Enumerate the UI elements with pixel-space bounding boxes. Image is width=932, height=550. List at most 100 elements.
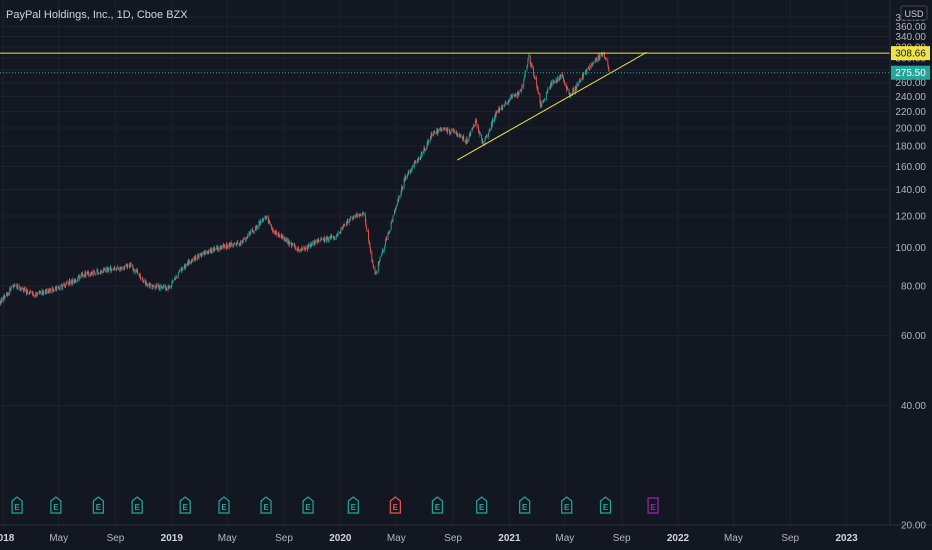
candle-body — [253, 231, 255, 233]
trendline[interactable] — [456, 51, 647, 161]
candle-body — [285, 240, 287, 242]
earnings-icon[interactable]: E — [561, 496, 573, 514]
candle-body — [303, 246, 305, 250]
candle-body — [200, 253, 202, 256]
candle-body — [381, 250, 383, 253]
candle-body — [578, 81, 580, 83]
candle-body — [560, 74, 562, 78]
candle-body — [256, 225, 258, 227]
candle-body — [61, 285, 63, 290]
candle-body — [605, 59, 607, 61]
earnings-icon[interactable]: E — [218, 496, 230, 514]
earnings-icon[interactable]: E — [92, 496, 104, 514]
currency-button[interactable]: USD — [900, 5, 928, 21]
earnings-icon[interactable]: E — [50, 496, 62, 514]
candle-body — [149, 283, 151, 288]
candle-body — [38, 291, 40, 294]
candle-body — [284, 237, 285, 240]
time-tick-label: 2018 — [0, 533, 15, 544]
candle-body — [413, 164, 415, 167]
candle-body — [352, 217, 354, 219]
candle-body — [269, 221, 271, 223]
candle-body — [139, 274, 141, 280]
earnings-icon[interactable]: E — [260, 496, 272, 514]
earnings-icon[interactable]: E — [389, 496, 401, 514]
candle-body — [358, 214, 360, 215]
candle-body — [507, 103, 509, 105]
candle-body — [551, 81, 552, 86]
candle-body — [423, 147, 425, 154]
candle-body — [403, 178, 405, 188]
candle-body — [114, 267, 115, 269]
candle-body — [246, 237, 248, 239]
candle-body — [449, 131, 451, 133]
candle-body — [543, 100, 545, 102]
candle-body — [313, 242, 315, 246]
candle-body — [48, 289, 50, 293]
earnings-icon[interactable]: E — [519, 496, 531, 514]
candle-body — [595, 58, 597, 60]
candle-body — [400, 193, 402, 197]
candle-body — [398, 197, 400, 198]
candle-body — [23, 288, 25, 292]
candle-body — [514, 93, 516, 95]
time-tick-label: 2023 — [835, 533, 858, 544]
time-tick-label: Sep — [781, 533, 799, 544]
earnings-icon[interactable]: E — [11, 496, 23, 514]
candle-body — [368, 239, 370, 244]
candle-body — [334, 237, 336, 241]
time-scale[interactable]: 2018 May Sep 2019 May Sep 2020 May Sep 2021 May Sep… — [0, 533, 858, 544]
earnings-icon[interactable]: E — [647, 497, 659, 514]
candle-body — [528, 54, 530, 58]
time-tick-label: Sep — [107, 533, 125, 544]
currency-button-frame — [900, 5, 928, 21]
candle-body — [513, 94, 515, 96]
earnings-icon[interactable]: E — [431, 496, 443, 514]
candle-body — [301, 247, 303, 251]
candle-body — [272, 229, 274, 232]
candle-body — [156, 284, 158, 287]
candle-body — [4, 296, 6, 297]
earnings-icon[interactable]: E — [179, 496, 191, 514]
candle-body — [1, 298, 3, 302]
candle-body — [53, 289, 55, 292]
candle-body — [588, 67, 590, 70]
candle-body — [407, 170, 409, 174]
candle-body — [608, 69, 610, 71]
candle-body — [434, 132, 436, 134]
candle-body — [204, 251, 206, 254]
candle-body — [539, 93, 541, 102]
earnings-icon[interactable]: E — [302, 496, 314, 514]
candle-body — [450, 132, 452, 134]
candle-body — [517, 92, 519, 94]
candle-body — [529, 55, 531, 63]
candle-body — [466, 138, 467, 144]
candle-body — [271, 228, 273, 230]
candle-body — [554, 81, 556, 83]
candle-body — [234, 243, 236, 244]
candle-body — [119, 269, 121, 271]
candle-body — [608, 66, 610, 71]
candle-body — [317, 239, 319, 241]
candle-body — [51, 290, 53, 292]
price-tick-label: 240.00 — [895, 92, 926, 103]
earnings-icon[interactable]: E — [131, 496, 143, 514]
drawing-overlays[interactable] — [0, 51, 890, 161]
candle-body — [32, 293, 34, 295]
candle-body — [161, 288, 163, 290]
candle-body — [538, 92, 539, 94]
earnings-icon[interactable]: E — [476, 496, 488, 514]
last-price-tag — [891, 65, 930, 80]
candle-body — [410, 170, 412, 172]
candle-body — [277, 233, 279, 235]
candle-body — [87, 272, 89, 274]
candle-body — [16, 285, 18, 287]
earnings-icon[interactable]: E — [347, 496, 359, 514]
candle-body — [95, 274, 97, 276]
candle-body — [29, 292, 31, 295]
candle-body — [266, 217, 267, 219]
candle-body — [459, 134, 460, 137]
earnings-icon[interactable]: E — [599, 496, 612, 514]
candle-body — [168, 286, 170, 288]
